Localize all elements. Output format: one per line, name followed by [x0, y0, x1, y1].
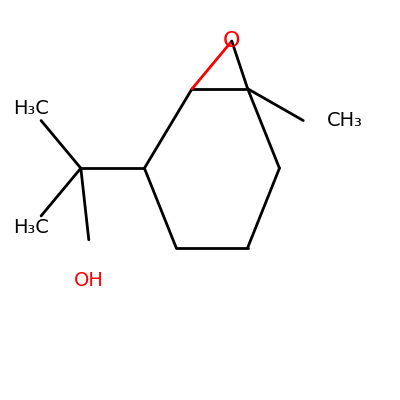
Text: H₃C: H₃C — [13, 218, 49, 237]
Text: O: O — [223, 31, 240, 51]
Text: OH: OH — [74, 272, 104, 290]
Text: H₃C: H₃C — [13, 99, 49, 118]
Text: CH₃: CH₃ — [327, 111, 363, 130]
